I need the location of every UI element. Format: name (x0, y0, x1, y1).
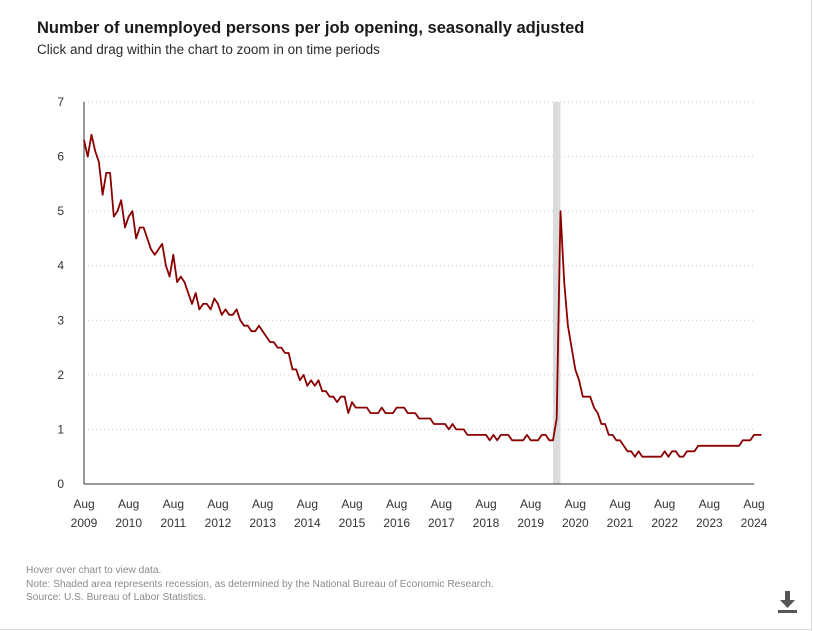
x-tick-year: 2015 (339, 516, 366, 530)
x-tick-month: Aug (565, 497, 586, 511)
download-icon (778, 591, 797, 613)
x-tick-year: 2010 (115, 516, 142, 530)
x-tick-year: 2009 (71, 516, 98, 530)
x-tick-year: 2017 (428, 516, 455, 530)
x-tick-year: 2024 (741, 516, 768, 530)
x-tick: Aug 2022 (651, 497, 678, 530)
y-tick-label: 7 (57, 95, 64, 109)
x-tick-month: Aug (252, 497, 273, 511)
y-tick-label: 4 (57, 259, 64, 273)
x-tick-year: 2023 (696, 516, 723, 530)
x-tick-month: Aug (73, 497, 94, 511)
x-tick: Aug 2011 (160, 497, 186, 530)
x-tick-year: 2014 (294, 516, 321, 530)
x-tick: Aug 2014 (294, 497, 321, 530)
recession-band (553, 102, 561, 484)
x-tick: Aug 2013 (249, 497, 276, 530)
x-tick-month: Aug (520, 497, 541, 511)
axes (83, 102, 754, 485)
x-tick: Aug 2023 (696, 497, 723, 530)
y-tick-label: 6 (57, 150, 64, 164)
recession-note: Note: Shaded area represents recession, … (26, 578, 494, 590)
x-tick: Aug 2017 (428, 497, 455, 530)
x-axis-ticks: Aug 2009 Aug 2010 Aug 2011 Aug 2012 Aug 2013 Aug 20… (71, 497, 768, 530)
x-tick-year: 2013 (249, 516, 276, 530)
y-tick-label: 1 (57, 422, 64, 436)
x-tick-month: Aug (654, 497, 675, 511)
x-tick: Aug 2021 (607, 497, 634, 530)
y-tick-label: 3 (57, 313, 64, 327)
x-tick: Aug 2009 (71, 497, 98, 530)
x-tick: Aug 2024 (741, 497, 768, 530)
x-tick-month: Aug (699, 497, 720, 511)
x-tick-month: Aug (341, 497, 362, 511)
x-tick: Aug 2010 (115, 497, 142, 530)
x-tick-year: 2018 (473, 516, 500, 530)
x-tick-month: Aug (207, 497, 228, 511)
hover-hint: Hover over chart to view data. (26, 565, 162, 576)
y-tick-label: 2 (57, 368, 64, 382)
chart-title: Number of unemployed persons per job ope… (37, 19, 585, 37)
x-tick-month: Aug (386, 497, 407, 511)
chart-subtitle: Click and drag within the chart to zoom … (37, 42, 380, 57)
x-tick-year: 2019 (517, 516, 544, 530)
x-tick: Aug 2019 (517, 497, 544, 530)
series-line[interactable] (83, 133, 762, 458)
x-tick: Aug 2020 (562, 497, 589, 530)
y-axis-ticks: 0 1 2 3 4 5 6 7 (57, 95, 64, 491)
chart-notes: Hover over chart to view data. Note: Sha… (26, 564, 494, 605)
recession-shading (553, 102, 561, 484)
x-tick-year: 2011 (160, 516, 186, 530)
source-note: Source: U.S. Bureau of Labor Statistics. (26, 592, 207, 603)
x-tick: Aug 2015 (339, 497, 366, 530)
x-tick-month: Aug (743, 497, 764, 511)
gridlines (84, 101, 754, 430)
x-tick-month: Aug (475, 497, 496, 511)
x-tick: Aug 2016 (383, 497, 410, 530)
x-tick-month: Aug (431, 497, 452, 511)
y-tick-label: 5 (57, 204, 64, 218)
download-button[interactable] (774, 588, 802, 616)
x-tick-year: 2012 (205, 516, 232, 530)
series-group[interactable] (83, 133, 762, 458)
x-tick-month: Aug (118, 497, 139, 511)
x-tick-month: Aug (609, 497, 630, 511)
x-tick-year: 2016 (383, 516, 410, 530)
x-tick: Aug 2012 (205, 497, 232, 530)
x-tick-year: 2022 (651, 516, 678, 530)
x-tick-month: Aug (297, 497, 318, 511)
x-tick-month: Aug (163, 497, 184, 511)
x-tick-year: 2020 (562, 516, 589, 530)
x-tick: Aug 2018 (473, 497, 500, 530)
y-tick-label: 0 (57, 477, 64, 491)
x-tick-year: 2021 (607, 516, 634, 530)
